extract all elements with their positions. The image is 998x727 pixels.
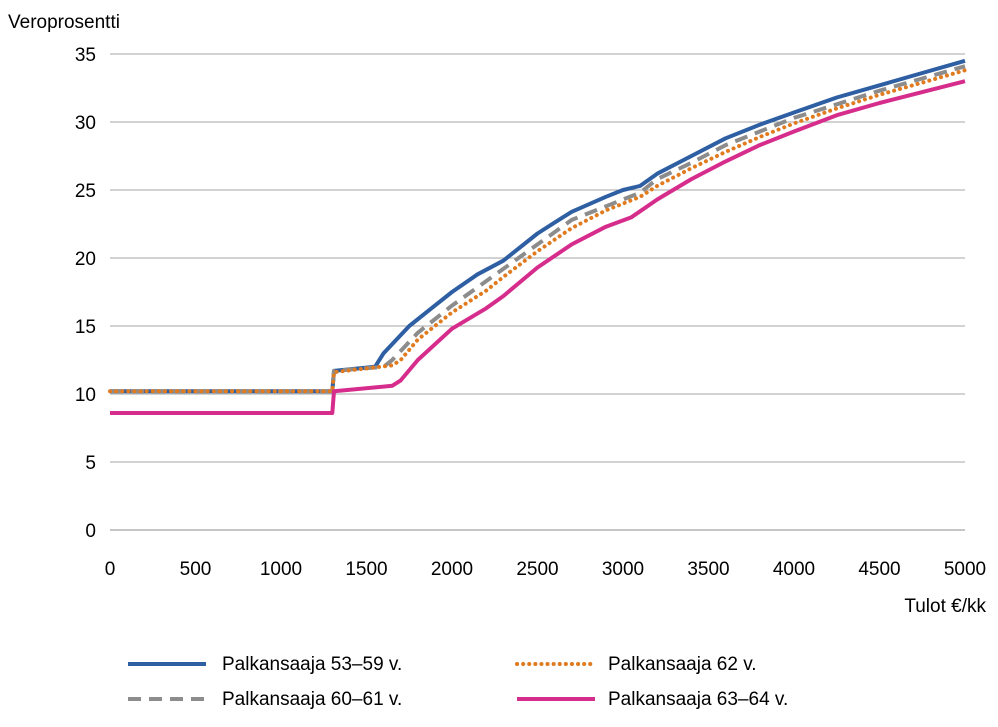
- legend-label: Palkansaaja 60–61 v.: [222, 689, 402, 710]
- legend-label: Palkansaaja 62 v.: [608, 654, 757, 675]
- y-tick-label: 10: [75, 385, 96, 406]
- axes: 0 5 10 15 20 25 30 35 0 500 1000 1500 2000 2500 3000 35…: [75, 45, 986, 580]
- series-line-3: [108, 68, 967, 394]
- x-tick-label: 500: [180, 559, 212, 580]
- x-tick-label: 2500: [516, 559, 558, 580]
- legend-label: Palkansaaja 53–59 v.: [222, 654, 402, 675]
- x-tick-label: 1000: [260, 559, 302, 580]
- gridlines: [110, 53, 965, 463]
- series-line-1: [110, 58, 966, 394]
- x-tick-label: 0: [105, 559, 116, 580]
- x-tick-label: 4500: [858, 559, 900, 580]
- legend-label: Palkansaaja 63–64 v.: [608, 689, 788, 710]
- y-tick-label: 5: [85, 453, 96, 474]
- x-axis-title: Tulot €/kk: [904, 596, 986, 617]
- series-line-2: [110, 64, 966, 394]
- x-tick-label: 3000: [602, 559, 644, 580]
- y-tick-label: 15: [75, 317, 96, 338]
- y-axis-title: Veroprosentti: [8, 12, 120, 33]
- y-tick-label: 20: [75, 249, 96, 270]
- y-tick-label: 25: [75, 181, 96, 202]
- x-tick-label: 2000: [431, 559, 473, 580]
- x-tick-label: 4000: [773, 559, 815, 580]
- y-tick-label: 30: [75, 113, 96, 134]
- x-tick-label: 3500: [687, 559, 729, 580]
- x-tick-label: 1500: [345, 559, 387, 580]
- y-tick-label: 0: [85, 521, 96, 542]
- y-tick-label: 35: [75, 45, 96, 66]
- legend: Palkansaaja 53–59 v. Palkansaaja 60–61 v.…: [128, 654, 788, 710]
- series-line-4: [110, 79, 966, 415]
- series-lines: [108, 58, 967, 415]
- x-tick-label: 5000: [944, 559, 986, 580]
